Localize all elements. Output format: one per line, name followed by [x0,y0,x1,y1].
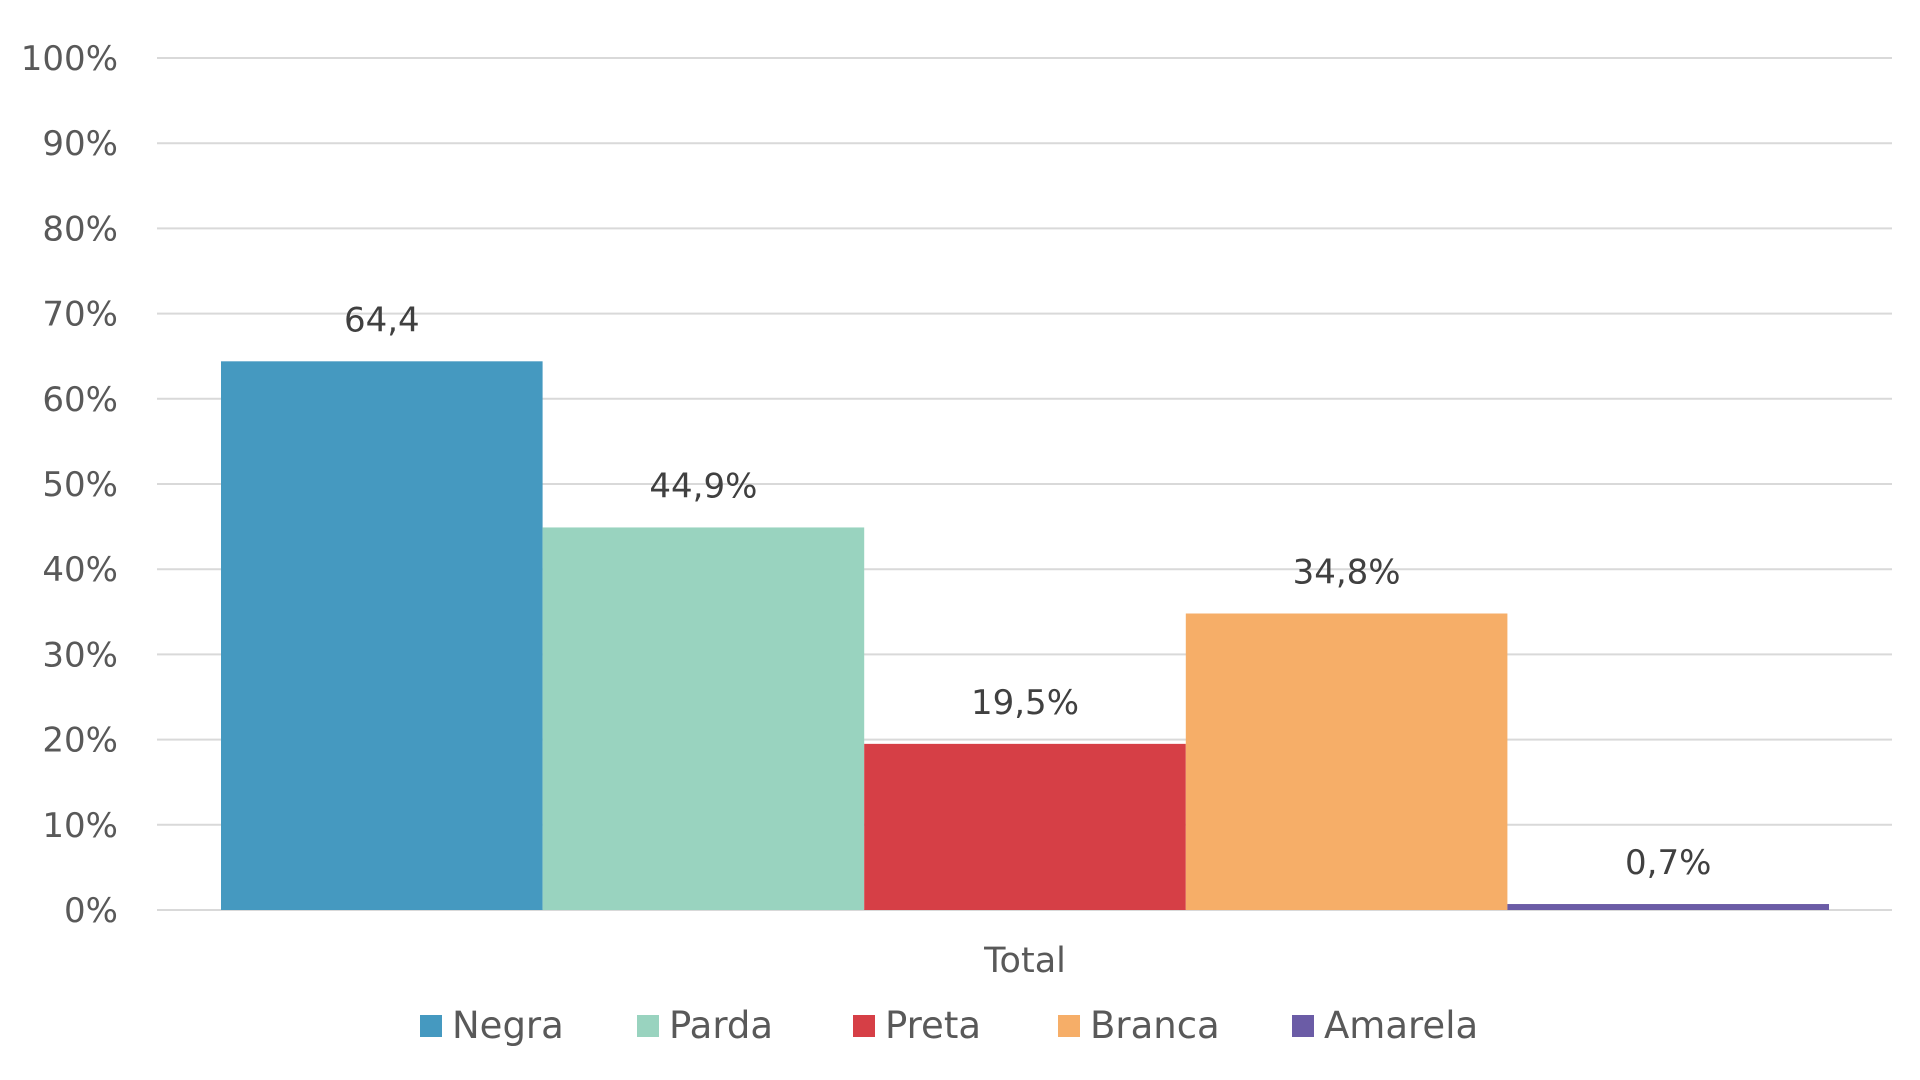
y-tick-label: 10% [42,806,118,846]
y-tick-label: 100% [21,39,118,79]
legend-label-negra: Negra [452,1004,564,1047]
data-label-branca: 34,8% [1293,553,1401,593]
bar-branca [1185,613,1508,910]
legend-label-preta: Preta [885,1004,981,1047]
y-tick-label: 60% [42,380,118,420]
legend-swatch-preta [853,1015,875,1037]
legend-label-amarela: Amarela [1324,1004,1478,1047]
y-tick-label: 30% [42,635,118,675]
legend-label-branca: Branca [1090,1004,1220,1047]
bar-negra [221,361,543,910]
y-tick-label: 40% [42,550,118,590]
y-tick-label: 80% [42,209,118,249]
y-tick-label: 90% [42,124,118,164]
x-category-label: Total [983,941,1066,981]
y-tick-label: 50% [42,465,118,505]
data-label-negra: 64,4 [344,300,420,340]
legend-swatch-negra [420,1015,442,1037]
y-tick-label: 0% [64,891,118,931]
bar-preta [864,743,1186,910]
legend-swatch-amarela [1292,1015,1314,1037]
data-label-preta: 19,5% [971,683,1079,723]
y-tick-label: 20% [42,721,118,761]
data-label-amarela: 0,7% [1625,843,1711,883]
data-label-parda: 44,9% [649,466,757,506]
bar-amarela [1507,904,1829,910]
bar-parda [542,527,865,910]
legend-swatch-branca [1058,1015,1080,1037]
legend-swatch-parda [637,1015,659,1037]
legend-label-parda: Parda [669,1004,773,1047]
y-tick-label: 70% [42,295,118,335]
